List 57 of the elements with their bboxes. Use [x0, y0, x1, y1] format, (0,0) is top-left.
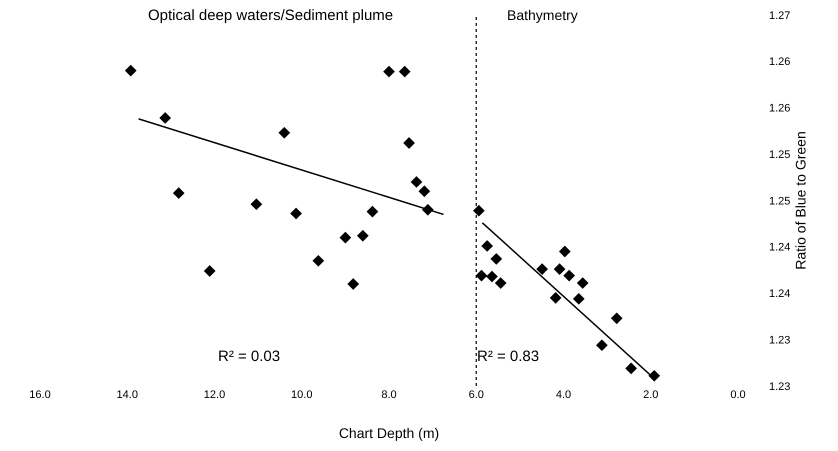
- x-tick-label: 10.0: [291, 389, 312, 401]
- point: [356, 230, 369, 242]
- y-tick-label: 1.24: [769, 288, 790, 300]
- point: [625, 362, 637, 374]
- point: [383, 66, 395, 78]
- point: [312, 254, 324, 267]
- point: [610, 312, 623, 324]
- x-axis-title: Chart Depth (m): [338, 425, 440, 441]
- y-tick-label: 1.25: [769, 195, 790, 208]
- y-tick-label: 1.26: [769, 102, 790, 115]
- point: [481, 240, 494, 252]
- y-tick-label: 1.23: [769, 380, 790, 393]
- point: [250, 198, 262, 210]
- point: [124, 64, 137, 76]
- x-tick-label: 16.0: [29, 389, 51, 401]
- point: [398, 66, 411, 78]
- point: [366, 206, 378, 218]
- point: [340, 232, 352, 244]
- x-tick-label: 4.0: [556, 389, 572, 401]
- annotation: R² = 0.83: [477, 348, 540, 365]
- point: [403, 137, 415, 149]
- point: [558, 246, 571, 258]
- point: [278, 126, 290, 139]
- point: [576, 277, 589, 289]
- point: [536, 263, 548, 275]
- x-tick-label: 12.0: [204, 389, 226, 401]
- point: [596, 339, 608, 352]
- point: [550, 292, 562, 304]
- y-tick-label: 1.26: [769, 56, 790, 68]
- y-axis-title: Ratio of Blue to Green: [792, 131, 808, 270]
- point: [486, 270, 498, 282]
- point: [563, 270, 576, 282]
- point: [290, 208, 302, 220]
- y-tick-label: 1.25: [769, 148, 790, 161]
- x-tick-label: 14.0: [116, 389, 138, 401]
- point: [494, 277, 507, 289]
- x-tick-label: 0.0: [730, 389, 746, 401]
- y-tick-label: 1.23: [769, 334, 790, 346]
- point: [347, 278, 360, 290]
- point: [554, 263, 566, 275]
- x-tick-label: 8.0: [381, 389, 397, 401]
- point: [476, 270, 488, 282]
- point: [204, 265, 216, 277]
- point: [490, 253, 502, 265]
- y-tick-label: 1.24: [769, 242, 790, 254]
- point: [418, 185, 430, 198]
- point: [572, 292, 585, 305]
- annotation: Bathymetry: [507, 7, 578, 23]
- x-tick-label: 6.0: [468, 389, 484, 401]
- y-tick-label: 1.27: [769, 10, 790, 22]
- point: [473, 204, 485, 217]
- point: [410, 176, 422, 188]
- annotation: R² = 0.03: [218, 348, 280, 365]
- annotation: Optical deep waters/Sediment plume: [148, 7, 394, 24]
- point: [172, 187, 185, 199]
- point: [159, 112, 172, 124]
- x-tick-label: 2.0: [643, 389, 658, 401]
